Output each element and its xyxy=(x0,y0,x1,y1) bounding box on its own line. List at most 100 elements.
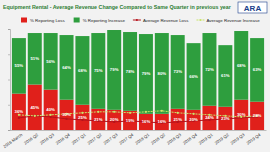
data-label: 66% xyxy=(189,74,198,79)
data-label: 23% xyxy=(221,116,230,121)
line xyxy=(19,116,257,123)
x-axis: 2016 March2016 Q22016 Q32016 Q42017 Q120… xyxy=(2,130,266,149)
bar xyxy=(12,38,26,94)
legend-symbol xyxy=(196,20,204,21)
title: Equipment Rental - Average Revenue Chang… xyxy=(3,4,231,10)
marker xyxy=(65,118,67,120)
marker xyxy=(97,111,99,113)
axis-line xyxy=(8,30,11,131)
tick: 2019 Q2 xyxy=(214,130,231,145)
bar xyxy=(123,32,137,111)
y-axis xyxy=(8,30,11,131)
tick: 2017 Q3 xyxy=(102,130,119,145)
tick-label: 2016 March xyxy=(2,132,24,149)
background xyxy=(0,0,270,152)
data-label: 40% xyxy=(46,107,55,112)
tick-label: 2017 Q2 xyxy=(87,132,104,146)
data-label: 21% xyxy=(94,117,103,122)
tick-mark xyxy=(8,105,10,106)
legend-symbol xyxy=(133,20,141,21)
bar xyxy=(234,31,248,100)
bar xyxy=(28,33,42,85)
data-label: 63% xyxy=(253,67,262,72)
tick-mark xyxy=(8,54,10,55)
plot-area xyxy=(12,30,264,130)
bar xyxy=(202,33,216,106)
chart: Equipment Rental - Average Revenue Chang… xyxy=(0,0,270,152)
tick-mark xyxy=(8,80,10,81)
legend-label: Average Revenue Loss xyxy=(143,18,189,23)
tick: 2017 Q4 xyxy=(118,130,135,145)
data-label: 30% xyxy=(62,112,71,117)
legend-marker xyxy=(136,19,138,21)
tick-label: 2019 Q2 xyxy=(214,132,231,146)
tick-label: 2017 Q4 xyxy=(118,132,135,146)
bar xyxy=(75,36,89,105)
tick xyxy=(8,29,10,30)
logo-box xyxy=(238,2,267,13)
marker xyxy=(113,111,115,113)
tick: 2016 Q4 xyxy=(55,130,72,145)
bar xyxy=(44,90,58,130)
legend-item: Average Revenue Increase xyxy=(196,18,260,23)
tick-label: 2016 Q4 xyxy=(55,132,72,146)
tick xyxy=(8,105,10,106)
tick: 2019 Q4 xyxy=(245,130,262,145)
bar xyxy=(250,38,264,102)
bar xyxy=(107,110,121,130)
data-label: 16% xyxy=(158,119,167,124)
tick: 2016 Q3 xyxy=(39,130,56,145)
tick: 2017 Q1 xyxy=(71,130,88,145)
data-label: 72% xyxy=(205,67,214,72)
data-labels: 36%45%40%30%25%21%20%19%16%16%21%20%24%2… xyxy=(15,56,262,124)
bar xyxy=(60,35,74,100)
marker xyxy=(34,115,36,117)
data-label: 28% xyxy=(253,113,262,118)
legend-symbol xyxy=(21,18,27,23)
tick-label: 2018 Q1 xyxy=(134,132,151,146)
data-label: 61% xyxy=(221,73,230,78)
marker xyxy=(50,116,52,118)
tick: 2019 Q1 xyxy=(198,130,215,145)
legend-item: % Reporting Increase xyxy=(74,18,126,23)
data-label: 20% xyxy=(189,117,198,122)
marker xyxy=(34,115,36,117)
data-label: 79% xyxy=(110,67,119,72)
tick-label: 2018 Q3 xyxy=(166,132,183,146)
data-label: 25% xyxy=(78,115,87,120)
marker xyxy=(192,113,194,115)
data-label: 64% xyxy=(62,65,71,70)
tick: 2018 Q1 xyxy=(134,130,151,145)
tick: 2019 Q3 xyxy=(229,130,246,145)
legend-item: Average Revenue Loss xyxy=(133,18,189,23)
bar xyxy=(187,110,201,130)
legend-label: % Reporting Increase xyxy=(83,18,126,23)
data-label: 51% xyxy=(30,56,39,61)
bar xyxy=(218,45,232,107)
bar xyxy=(28,85,42,130)
data-label: 55% xyxy=(15,63,24,68)
data-label: 21% xyxy=(173,117,182,122)
bar xyxy=(60,100,74,130)
data-label: 80% xyxy=(158,71,167,76)
axis-line xyxy=(11,130,267,131)
bar xyxy=(234,100,248,130)
bar xyxy=(44,33,58,90)
tick-label: 2016 Q3 xyxy=(39,132,56,146)
data-label: 56% xyxy=(46,59,55,64)
tick: 2018 Q2 xyxy=(150,130,167,145)
data-label: 19% xyxy=(126,118,135,123)
tick-label: 2019 Q1 xyxy=(198,132,215,146)
bar xyxy=(155,33,169,114)
marker xyxy=(177,112,179,114)
tick: 2017 Q2 xyxy=(87,130,104,145)
bar xyxy=(75,105,89,130)
data-label: 75% xyxy=(94,68,103,73)
bar xyxy=(187,43,201,110)
marker xyxy=(145,111,147,113)
tick-mark xyxy=(8,130,10,131)
tick xyxy=(8,54,10,55)
bar xyxy=(202,106,216,130)
tick-label: 2019 Q4 xyxy=(245,132,262,146)
marker xyxy=(81,112,83,114)
